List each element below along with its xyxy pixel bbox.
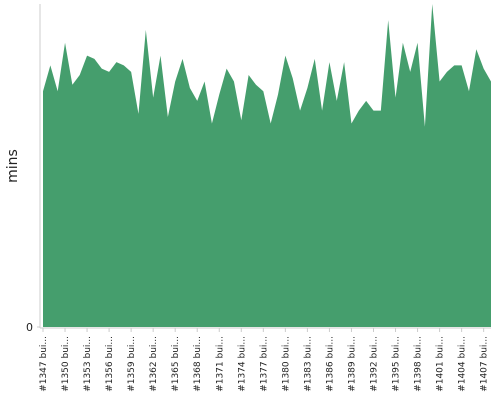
x-tick-label: #1362 bui... [149, 336, 159, 392]
x-tick-label: #1386 bui... [325, 336, 335, 392]
x-tick-label: #1353 bui... [83, 336, 93, 392]
x-tick-label: #1395 bui... [392, 336, 402, 392]
x-tick-label: #1374 bui... [237, 336, 247, 392]
x-tick-label: #1380 bui... [281, 336, 291, 392]
x-tick-label: #1398 bui... [414, 336, 424, 392]
x-tick-label: #1359 bui... [127, 336, 137, 392]
y-axis-label: mins [5, 149, 21, 183]
area [43, 4, 491, 327]
y-tick-label: 0 [26, 321, 33, 334]
x-tick-label: #1356 bui... [105, 336, 115, 392]
x-tick-label: #1392 bui... [369, 336, 379, 392]
x-tick-label: #1377 bui... [259, 336, 269, 392]
x-tick-label: #1389 bui... [347, 336, 357, 392]
x-tick-label: #1407 bui... [480, 336, 490, 392]
x-tick-label: #1350 bui... [61, 336, 71, 392]
x-tick-label: #1365 bui... [171, 336, 181, 392]
x-tick-label: #1368 bui... [193, 336, 203, 392]
x-tick-label: #1404 bui... [458, 336, 468, 392]
x-tick-label: #1401 bui... [436, 336, 446, 392]
x-tick-label: #1383 bui... [303, 336, 313, 392]
x-tick-label: #1371 bui... [215, 336, 225, 392]
x-tick-label: #1347 bui... [39, 336, 49, 392]
